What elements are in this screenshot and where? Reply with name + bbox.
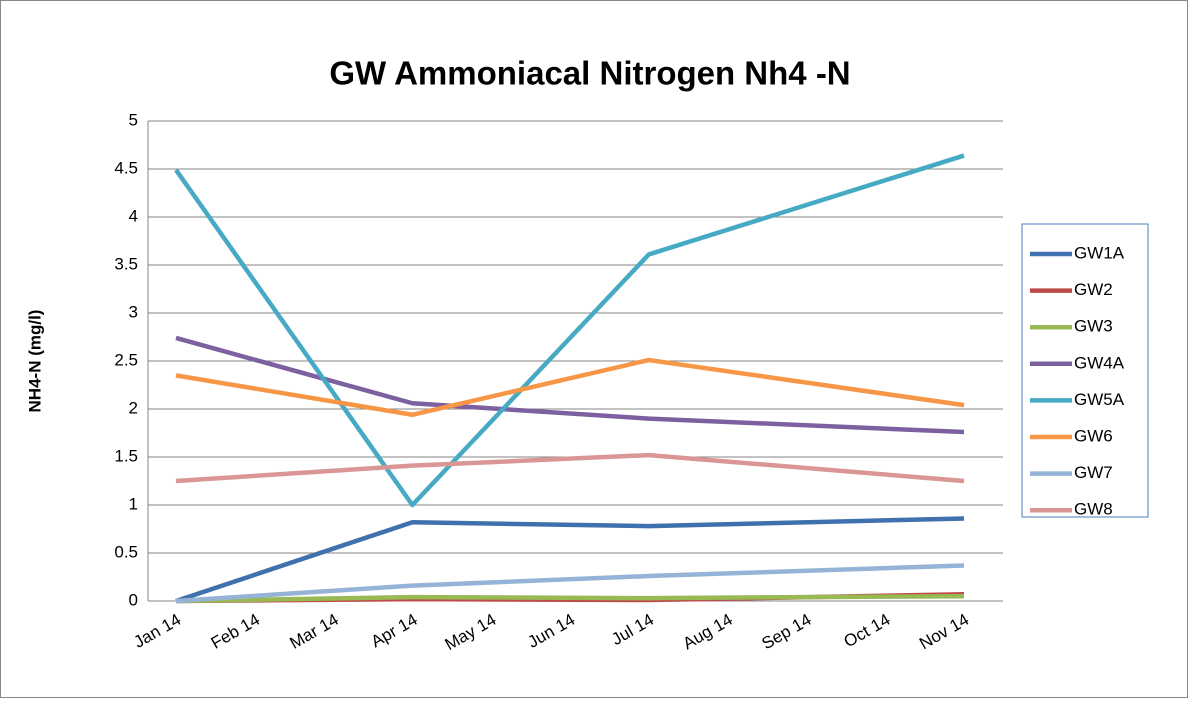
y-tick-label: 1.5 [114,446,138,465]
series-line [175,357,965,418]
series-line [175,335,965,435]
legend-box [1021,223,1149,518]
legend-label: GW5A [1074,390,1125,409]
series-line [175,563,965,604]
y-tick-label: 4.5 [114,158,138,177]
y-tick-label: 0 [129,590,138,609]
legend-label: GW8 [1074,500,1113,519]
legend-label: GW6 [1074,426,1113,445]
legend-label: GW7 [1074,463,1113,482]
series-line [175,452,965,484]
series-line [175,593,965,604]
chart-title: GW Ammoniacal Nitrogen Nh4 -N [329,55,850,92]
series-line [175,516,965,604]
series-line [174,153,965,508]
legend-label: GW1A [1074,243,1125,262]
legend-label: GW3 [1074,317,1113,336]
y-tick-label: 3.5 [114,254,138,273]
legend-label: GW4A [1074,353,1125,372]
y-tick-label: 4 [129,206,138,225]
y-tick-label: 3 [129,302,138,321]
y-tick-label: 0.5 [114,542,138,561]
y-tick-label: 2 [129,398,138,417]
y-tick-label: 5 [129,110,138,129]
y-tick-label: 2.5 [114,350,138,369]
legend-label: GW2 [1074,280,1113,299]
y-tick-label: 1 [129,494,138,513]
y-axis-label: NH4-N (mg/l) [25,310,44,413]
